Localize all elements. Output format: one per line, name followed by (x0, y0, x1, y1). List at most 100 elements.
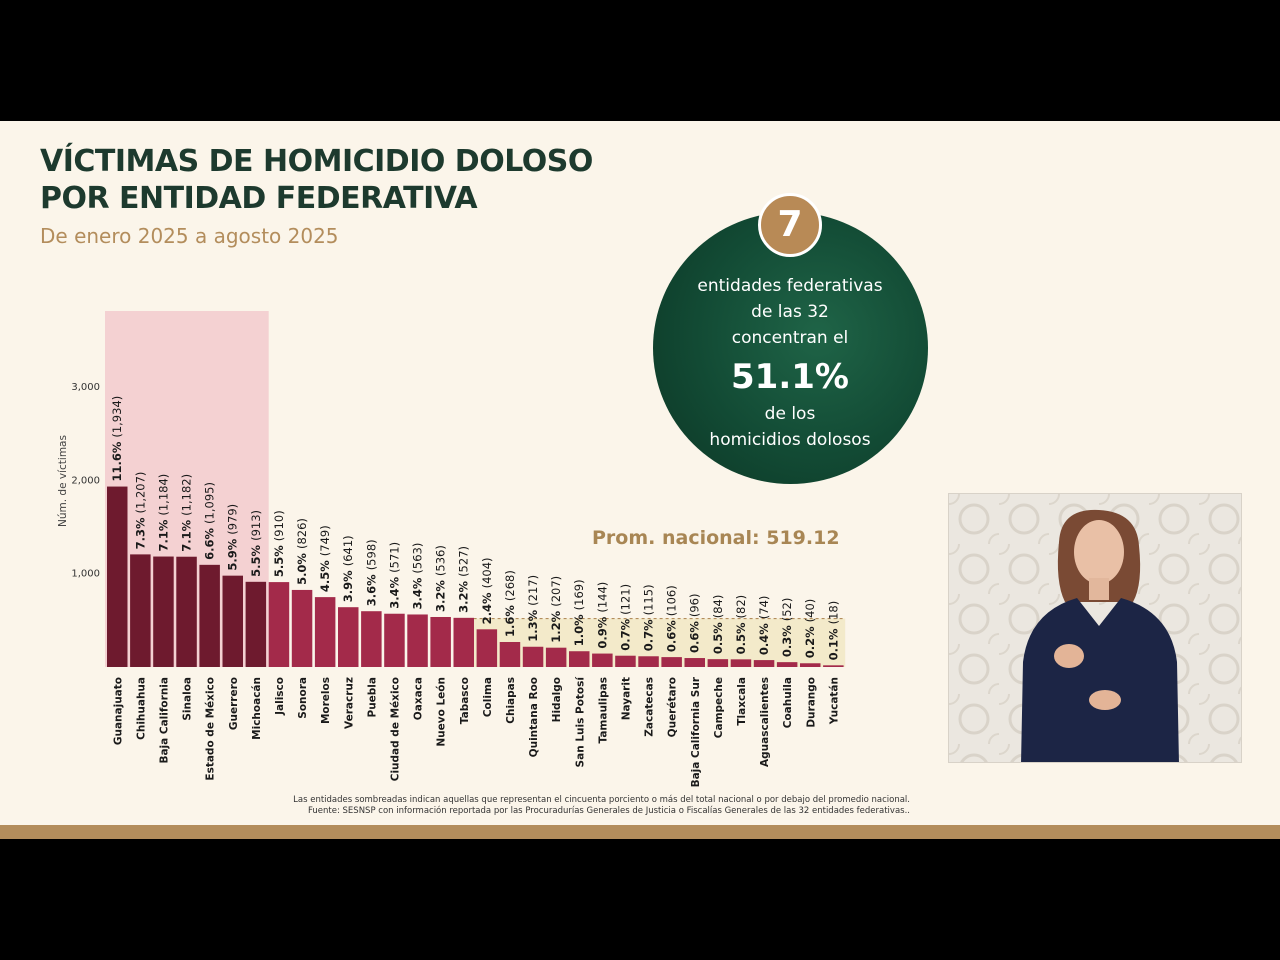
data-label: 6.6% (1,095) (203, 482, 217, 560)
data-label: 7.1% (1,182) (180, 474, 194, 552)
data-label-percentage: 0.7% (642, 615, 656, 651)
data-label-percentage: 5.5% (249, 541, 263, 577)
category-label: Puebla (366, 677, 378, 718)
category-label: Ciudad de México (389, 677, 401, 781)
data-label-percentage: 0.1% (826, 624, 840, 660)
category-label: Veracruz (343, 677, 355, 729)
data-label-percentage: 2.4% (480, 588, 494, 624)
summary-line-1: entidades federativas (697, 276, 883, 296)
bar (430, 616, 451, 667)
data-label-percentage: 0.5% (711, 618, 725, 654)
data-label-count: (82) (734, 595, 748, 619)
data-label-count: (106) (665, 585, 679, 616)
category-label: Chiapas (505, 677, 517, 724)
bar (753, 660, 775, 667)
data-label-percentage: 0.2% (803, 622, 817, 658)
chart-subtitle: De enero 2025 a agosto 2025 (40, 224, 339, 248)
data-label-percentage: 1.2% (549, 607, 563, 643)
data-label-percentage: 5.0% (295, 549, 309, 585)
bar (615, 655, 636, 667)
summary-circle (653, 212, 928, 484)
category-label: Sonora (297, 677, 309, 719)
data-label-percentage: 0.4% (757, 619, 771, 655)
data-label-count: (84) (711, 595, 725, 619)
data-label: 0.6% (96) (688, 594, 702, 654)
data-label-count: (121) (618, 584, 632, 615)
data-label-percentage: 3.2% (434, 576, 448, 612)
data-label-percentage: 3.2% (457, 577, 471, 613)
data-label-count: (1,934) (110, 396, 124, 438)
data-label-count: (96) (688, 594, 702, 618)
data-label-count: (1,095) (203, 482, 217, 524)
bar (522, 646, 544, 667)
bar-chart: 1,000 2,000 3,000 Núm. de víctimas 11.6% (1,… (57, 311, 846, 787)
data-label: 0.2% (40) (803, 599, 817, 659)
data-label-count: (913) (249, 510, 263, 541)
bar (291, 589, 313, 667)
data-label: 5.5% (910) (272, 510, 286, 577)
category-label: Coahuila (782, 677, 794, 728)
summary-line-3: concentran el (731, 328, 849, 348)
summary-text: entidades federativas de las 32 concentr… (665, 273, 915, 453)
category-label: Guerrero (228, 677, 240, 730)
data-label-count: (979) (226, 504, 240, 535)
data-label-percentage: 6.6% (203, 524, 217, 560)
y-tick-label: 3,000 (71, 382, 100, 393)
title-line-2: POR ENTIDAD FEDERATIVA (40, 181, 478, 216)
data-label-percentage: 1.0% (572, 610, 586, 646)
data-label-count: (571) (387, 542, 401, 573)
bar (545, 647, 567, 667)
data-label: 0.5% (82) (734, 595, 748, 655)
data-label-percentage: 3.4% (387, 573, 401, 609)
data-label: 0.7% (115) (642, 584, 656, 651)
data-label-percentage: 5.9% (226, 535, 240, 571)
data-label-count: (536) (434, 545, 448, 576)
data-label-count: (74) (757, 596, 771, 620)
bar (800, 663, 821, 667)
bar (153, 556, 174, 667)
category-label: Nuevo León (436, 677, 448, 747)
data-label-count: (169) (572, 579, 586, 610)
category-label: Zacatecas (644, 677, 656, 737)
bar (569, 651, 590, 667)
data-label: 5.0% (826) (295, 518, 309, 585)
data-label-count: (404) (480, 557, 494, 588)
bar (268, 582, 290, 667)
data-label: 11.6% (1,934) (110, 396, 124, 482)
bar (661, 657, 682, 667)
y-tick-label: 1,000 (71, 569, 100, 580)
category-label: Jalisco (274, 677, 286, 716)
data-label: 7.3% (1,207) (133, 472, 147, 550)
data-label: 0.3% (52) (780, 598, 794, 658)
category-label: Hidalgo (551, 677, 563, 722)
data-label-percentage: 3.4% (411, 574, 425, 610)
data-label-percentage: 3.6% (364, 570, 378, 606)
footnote-source: Fuente: SESNSP con información reportada… (307, 806, 910, 816)
data-label: 0.4% (74) (757, 596, 771, 656)
data-label: 3.6% (598) (364, 539, 378, 606)
footnote-line-1: Las entidades sombreadas indican aquella… (293, 795, 910, 805)
data-label-percentage: 4.5% (318, 556, 332, 592)
category-label: Baja California (158, 677, 170, 764)
data-label-percentage: 0.7% (618, 615, 632, 651)
bar (776, 662, 798, 667)
bar (361, 611, 382, 667)
data-label-count: (18) (826, 601, 840, 625)
data-label-percentage: 0.5% (734, 618, 748, 654)
data-label-count: (144) (595, 582, 609, 613)
category-label: San Luis Potosí (574, 676, 586, 768)
data-label: 1.3% (217) (526, 575, 540, 642)
data-label: 7.1% (1,184) (156, 474, 170, 552)
data-label-count: (207) (549, 576, 563, 607)
data-label: 3.4% (563) (411, 543, 425, 610)
data-label-count: (268) (503, 570, 517, 601)
category-label: Sinaloa (182, 677, 194, 721)
data-label-count: (217) (526, 575, 540, 606)
bar (338, 607, 359, 667)
y-axis-label: Núm. de víctimas (57, 435, 69, 527)
data-label-count: (749) (318, 525, 332, 556)
data-label: 1.0% (169) (572, 579, 586, 646)
data-label: 4.5% (749) (318, 525, 332, 592)
category-label: Baja California Sur (690, 676, 702, 787)
interpreter-image (949, 494, 1241, 762)
